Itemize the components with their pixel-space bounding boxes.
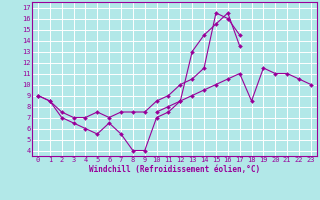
X-axis label: Windchill (Refroidissement éolien,°C): Windchill (Refroidissement éolien,°C) [89, 165, 260, 174]
